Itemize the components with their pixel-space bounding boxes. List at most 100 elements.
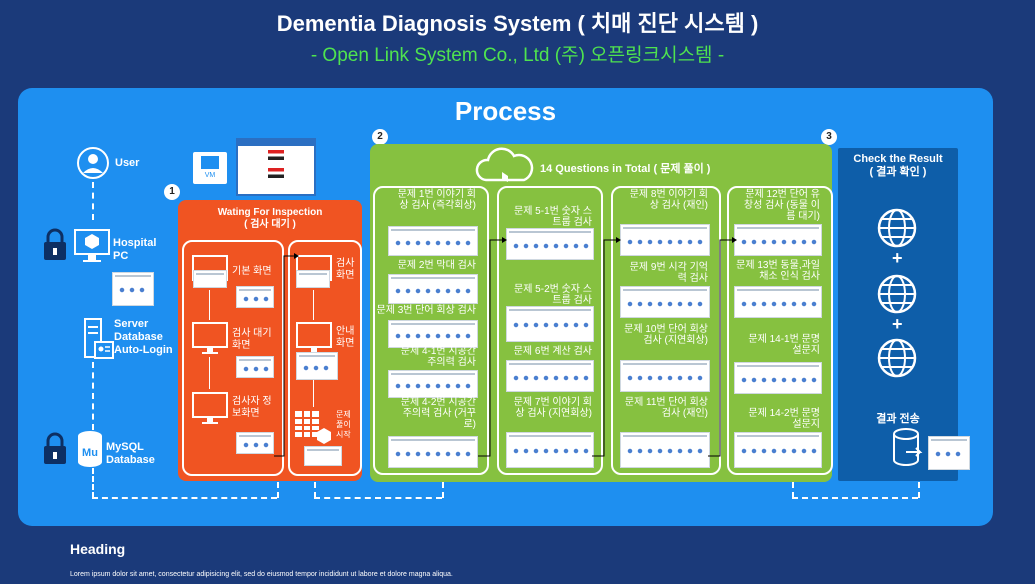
question-label: 문제 14-1번 문명 설문지 <box>748 334 820 356</box>
database-transfer-icon <box>893 428 923 466</box>
question-label: 문제 11번 단어 회상 검사 (재인) <box>624 397 708 419</box>
dashed-connector <box>92 497 277 499</box>
id-card-icon <box>94 341 114 359</box>
mysql-database-icon: Mu <box>78 431 102 467</box>
question-label: 문제 12번 단어 유창성 검사 (동물 이름 대기) <box>743 189 820 222</box>
question-screenshot <box>388 320 478 348</box>
flow-connector <box>478 237 507 457</box>
question-screenshot <box>620 286 710 318</box>
screen-label: 검사자 정보화면 <box>232 396 272 419</box>
screen-thumbnail <box>236 286 274 308</box>
monitor-icon <box>192 392 228 424</box>
flow-connector <box>592 237 621 457</box>
footer-heading: Heading <box>70 541 126 557</box>
flow-arrow <box>209 357 210 389</box>
question-label: 문제 14-2번 문명 설문지 <box>748 408 820 430</box>
question-screenshot <box>506 228 594 260</box>
cloud-icon <box>475 147 534 182</box>
question-label: 문제 8번 이야기 회상 검사 (재인) <box>629 189 708 211</box>
server-db-label: Server Database Auto-Login <box>114 318 173 356</box>
screen-thumbnail <box>193 270 227 288</box>
question-screenshot <box>506 432 594 468</box>
process-title: Process <box>454 96 557 126</box>
screen-thumbnail <box>304 446 342 466</box>
question-label: 문제 5-2번 숫자 스트룹 검사 <box>514 284 592 306</box>
question-screenshot <box>388 274 478 304</box>
question-screenshot <box>620 224 710 256</box>
user-label: User <box>115 157 140 169</box>
result-transfer-label: 결과 전송 <box>876 413 920 425</box>
dashed-connector <box>918 482 920 498</box>
question-screenshot <box>620 432 710 468</box>
screen-thumbnail <box>236 432 274 454</box>
question-label: 문제 4-2번 시공간 주의력 검사 (거꾸로) <box>400 397 476 430</box>
step-number-2: 2 <box>372 129 388 145</box>
question-label: 문제 7번 이야기 회상 검사 (지연회상) <box>513 397 592 419</box>
waiting-title: Wating For Inspection ( 검사 대기 ) <box>217 207 323 230</box>
question-column-4 <box>727 186 833 475</box>
flow-connector <box>708 237 737 457</box>
flow-arrow <box>313 290 314 320</box>
dashed-connector <box>314 497 442 499</box>
question-screenshot <box>620 360 710 392</box>
monitor-icon <box>192 322 228 354</box>
question-label: 문제 6번 계산 검사 <box>513 346 592 357</box>
table-grid-icon <box>295 411 331 444</box>
flow-arrow <box>313 357 314 407</box>
question-column-1 <box>373 186 489 475</box>
question-screenshot <box>388 226 478 256</box>
dashed-connector <box>92 468 94 498</box>
lock-icon <box>44 432 66 464</box>
question-label: 문제 4-1번 시공간 주의력 검사 <box>400 346 476 368</box>
question-label: 문제 1번 이야기 회상 검사 (즉각회상) <box>397 189 476 211</box>
screen-thumbnail <box>236 356 274 378</box>
screen-thumbnail <box>296 352 338 380</box>
questions-title: 14 Questions in Total ( 문제 풀이 ) <box>540 163 711 175</box>
plus-sign: + <box>892 314 903 334</box>
question-label: 문제 2번 막대 검사 <box>397 260 476 271</box>
lock-icon <box>44 228 66 260</box>
question-label: 문제 9번 시각 기억력 검사 <box>629 262 708 284</box>
question-screenshot <box>734 432 822 468</box>
hospital-pc-icon <box>74 229 110 262</box>
result-screenshot <box>928 436 970 470</box>
waiting-column-right <box>288 240 362 476</box>
vm-icon: VM <box>193 152 227 184</box>
mysql-label: MySQL Database <box>106 441 155 466</box>
page-subtitle: - Open Link System Co., Ltd (주) 오픈링크시스템 … <box>310 45 725 66</box>
question-screenshot <box>734 224 822 256</box>
dashed-connector <box>277 482 279 498</box>
screen-label: 안내 화면 <box>336 326 355 349</box>
monitor-icon <box>296 322 332 354</box>
step-number-3: 3 <box>821 129 837 145</box>
globe-icon <box>877 274 917 314</box>
plus-sign: + <box>892 248 903 268</box>
result-panel <box>838 148 958 481</box>
connector-line <box>92 182 94 220</box>
svg-text:Mu: Mu <box>82 447 98 459</box>
page-title: Dementia Diagnosis System ( 치매 진단 시스템 ) <box>276 11 759 36</box>
dashed-connector <box>442 482 444 498</box>
flow-connector <box>274 253 299 457</box>
waiting-column-left <box>182 240 284 476</box>
globe-icon <box>877 338 917 378</box>
hospital-pc-label: Hospital PC <box>113 237 157 262</box>
question-label: 문제 10번 단어 회상 검사 (지연회상) <box>624 324 708 346</box>
step-number-1: 1 <box>164 184 180 200</box>
question-screenshot <box>734 286 822 318</box>
connector-line <box>92 362 94 430</box>
flow-arrow <box>209 290 210 320</box>
screen-label: 문제 풀이 시작 <box>336 410 351 439</box>
screen-thumbnail <box>296 270 330 288</box>
result-title: Check the Result ( 결과 확인 ) <box>853 153 943 178</box>
globe-icon <box>877 208 917 248</box>
vm-window <box>236 138 316 196</box>
question-label: 문제 5-1번 숫자 스트룹 검사 <box>514 206 592 228</box>
question-screenshot <box>388 436 478 468</box>
hospital-pc-screenshot <box>112 272 154 306</box>
screen-label: 검사 화면 <box>336 258 355 281</box>
dashed-connector <box>792 482 794 498</box>
question-column-2 <box>497 186 603 475</box>
screen-label: 기본 화면 <box>232 266 272 277</box>
dashed-connector <box>792 497 918 499</box>
